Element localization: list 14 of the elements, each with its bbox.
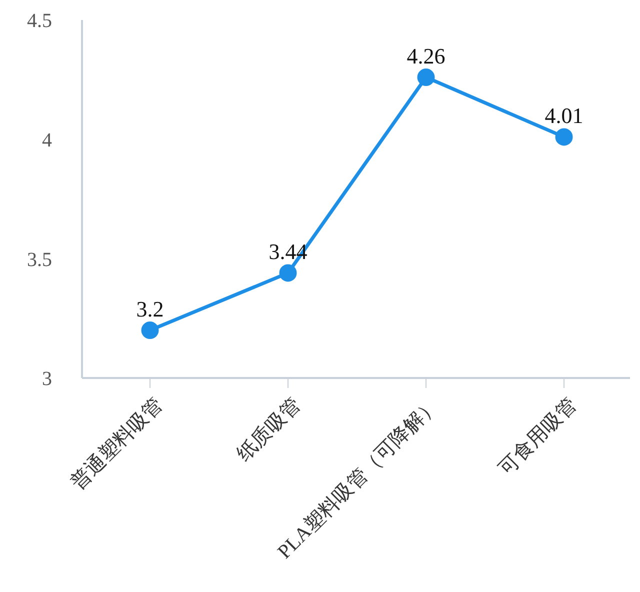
data-label: 4.26 xyxy=(406,43,446,68)
x-tick-label: 可食用吸管 xyxy=(494,394,582,480)
data-label: 4.01 xyxy=(544,102,584,128)
y-tick-label: 4.5 xyxy=(27,10,52,32)
point xyxy=(417,68,435,86)
y-tick-label: 3.5 xyxy=(27,248,52,271)
x-tick-label: 纸质吸管 xyxy=(233,394,306,466)
data-label: 3.2 xyxy=(136,296,164,322)
x-tick-label: 普通塑料吸管 xyxy=(66,392,168,494)
y-tick-label: 3 xyxy=(42,368,52,390)
y-tick-label: 4 xyxy=(42,129,52,152)
point xyxy=(141,322,159,340)
point xyxy=(555,128,573,146)
point xyxy=(279,264,297,282)
